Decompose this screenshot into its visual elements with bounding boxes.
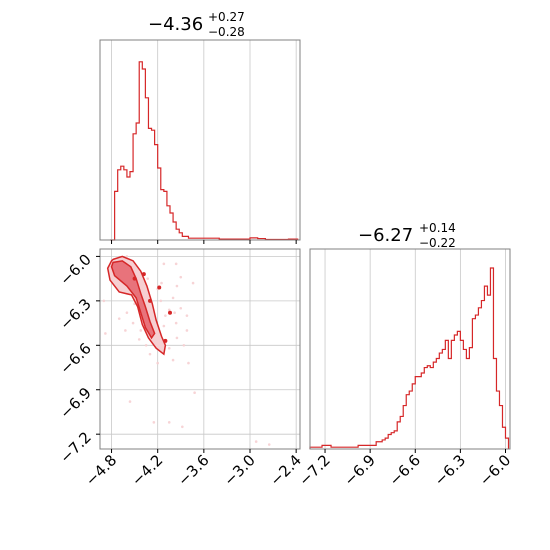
corner-2d-scatter-point <box>171 358 175 362</box>
corner-2d-highlight-point <box>168 310 172 315</box>
hist-y-tick-label: −6.3 <box>431 451 469 489</box>
hist-y-step-line <box>309 267 510 449</box>
corner-2d-scatter-point <box>146 277 149 280</box>
hist-x-gridlines <box>111 40 297 240</box>
hist-y-tick-label: −7.2 <box>295 451 333 489</box>
hist-x-title-sup: +0.27 <box>208 10 245 24</box>
corner-2d-highlight-point <box>163 338 168 343</box>
corner-2d-highlight-points <box>132 272 172 343</box>
corner-2d-scatter-point <box>181 425 184 429</box>
corner-2d-panel: −4.8 −4.2 −3.6 −3.0 −2.4 −6.0 −6.3 −6.6 −6.9 −7.… <box>56 248 305 490</box>
hist-y-ticks: −7.2 −6.9 −6.6 −6.3 −6.0 <box>295 449 514 490</box>
corner-2d-scatter-point <box>175 284 179 288</box>
hist-x-frame <box>99 39 301 241</box>
corner-2d-scatter-point <box>156 361 159 365</box>
corner-2d-scatter-point <box>148 352 152 356</box>
corner-2d-contour-inner <box>110 260 156 340</box>
corner-2d-scatter-point <box>175 336 179 340</box>
corner-2d-scatter-point <box>171 296 175 300</box>
corner-2d-scatter-point <box>162 324 166 328</box>
corner-2d-highlight-point <box>157 285 162 290</box>
corner-2d-scatter-point <box>162 262 166 266</box>
corner-2d-scatter-point <box>124 329 127 332</box>
hist-y-panel: −6.27 +0.14 −0.22 −7.2 −6.9 −6.6 −6.3 −6.0 <box>295 221 514 490</box>
corner-2d-y-tick-label: −6.9 <box>56 384 94 422</box>
corner-2d-highlight-point <box>141 272 146 277</box>
hist-x-step-line <box>110 61 299 241</box>
corner-2d-scatter-point <box>179 306 183 310</box>
corner-2d-scatter-point <box>144 343 148 347</box>
corner-2d-x-tick-label: −3.0 <box>220 451 258 489</box>
corner-2d-scatter-point <box>159 299 163 303</box>
corner-2d-scatter-point <box>104 332 107 335</box>
corner-2d-scatter-point <box>174 262 178 266</box>
corner-2d-scatter-point <box>185 314 189 317</box>
corner-2d-y-tick-label: −6.3 <box>56 295 94 333</box>
corner-2d-scatter-point <box>164 314 167 317</box>
hist-y-title-sub: −0.22 <box>419 236 456 250</box>
corner-2d-scatter-point <box>125 311 129 315</box>
corner-2d-scatter-point <box>139 329 143 332</box>
corner-2d-scatter-point <box>185 329 189 332</box>
corner-2d-scatter-point <box>254 440 258 443</box>
corner-2d-x-tick-label: −4.2 <box>128 451 166 489</box>
hist-y-title-main: −6.27 <box>358 225 413 246</box>
corner-2d-x-ticks: −4.8 −4.2 −3.6 −3.0 −2.4 <box>82 449 305 490</box>
corner-2d-scatter-point <box>102 299 106 303</box>
hist-y-title-sup: +0.14 <box>419 221 456 235</box>
corner-2d-scatter-point <box>128 400 132 403</box>
corner-2d-y-ticks: −6.0 −6.3 −6.6 −6.9 −7.2 <box>56 251 100 467</box>
corner-2d-y-tick-label: −6.0 <box>56 251 94 289</box>
hist-y-gridlines <box>324 249 506 449</box>
hist-y-tick-label: −6.6 <box>386 451 424 489</box>
corner-2d-x-tick-label: −3.6 <box>174 451 212 489</box>
corner-2d-scatter-point <box>193 391 196 395</box>
hist-y-frame <box>309 248 511 450</box>
hist-x-panel: −4.36 +0.27 −0.28 <box>99 10 301 244</box>
corner-2d-highlight-point <box>148 298 152 303</box>
corner-2d-scatter-point <box>167 346 171 350</box>
corner-2d-scatter-point <box>187 361 190 365</box>
corner-2d-scatter-point <box>167 308 171 312</box>
corner-2d-y-tick-label: −6.6 <box>56 339 94 377</box>
corner-2d-scatter-point <box>167 421 171 424</box>
corner-2d-scatter-point <box>267 443 271 446</box>
corner-2d-scatter-point <box>117 317 121 320</box>
hist-x-ticks <box>111 240 297 244</box>
corner-2d-scatter-point <box>174 321 178 325</box>
corner-2d-gridlines <box>100 249 300 449</box>
corner-2d-scatter-point <box>137 338 141 341</box>
corner-2d-y-tick-label: −7.2 <box>56 428 94 466</box>
corner-2d-scatter-point <box>125 255 129 258</box>
corner-2d-scatter-point <box>182 343 186 347</box>
corner-2d-x-tick-label: −4.8 <box>82 451 120 489</box>
corner-2d-scatter-point <box>152 421 156 424</box>
corner-2d-frame <box>99 248 301 450</box>
corner-2d-x-tick-label: −2.4 <box>266 451 304 489</box>
corner-2d-scatter-point <box>131 321 135 325</box>
hist-x-title-sub: −0.28 <box>208 25 245 39</box>
hist-y-tick-label: −6.9 <box>340 451 378 489</box>
corner-2d-scatter-point <box>173 311 176 315</box>
corner-2d-highlight-point <box>132 276 137 281</box>
hist-x-title-main: −4.36 <box>148 14 203 35</box>
hist-y-tick-label: −6.0 <box>476 451 514 489</box>
corner-2d-scatter-point <box>191 281 195 285</box>
corner-2d-scatter-point <box>179 275 183 279</box>
corner-2d-scatter-point <box>160 281 163 285</box>
